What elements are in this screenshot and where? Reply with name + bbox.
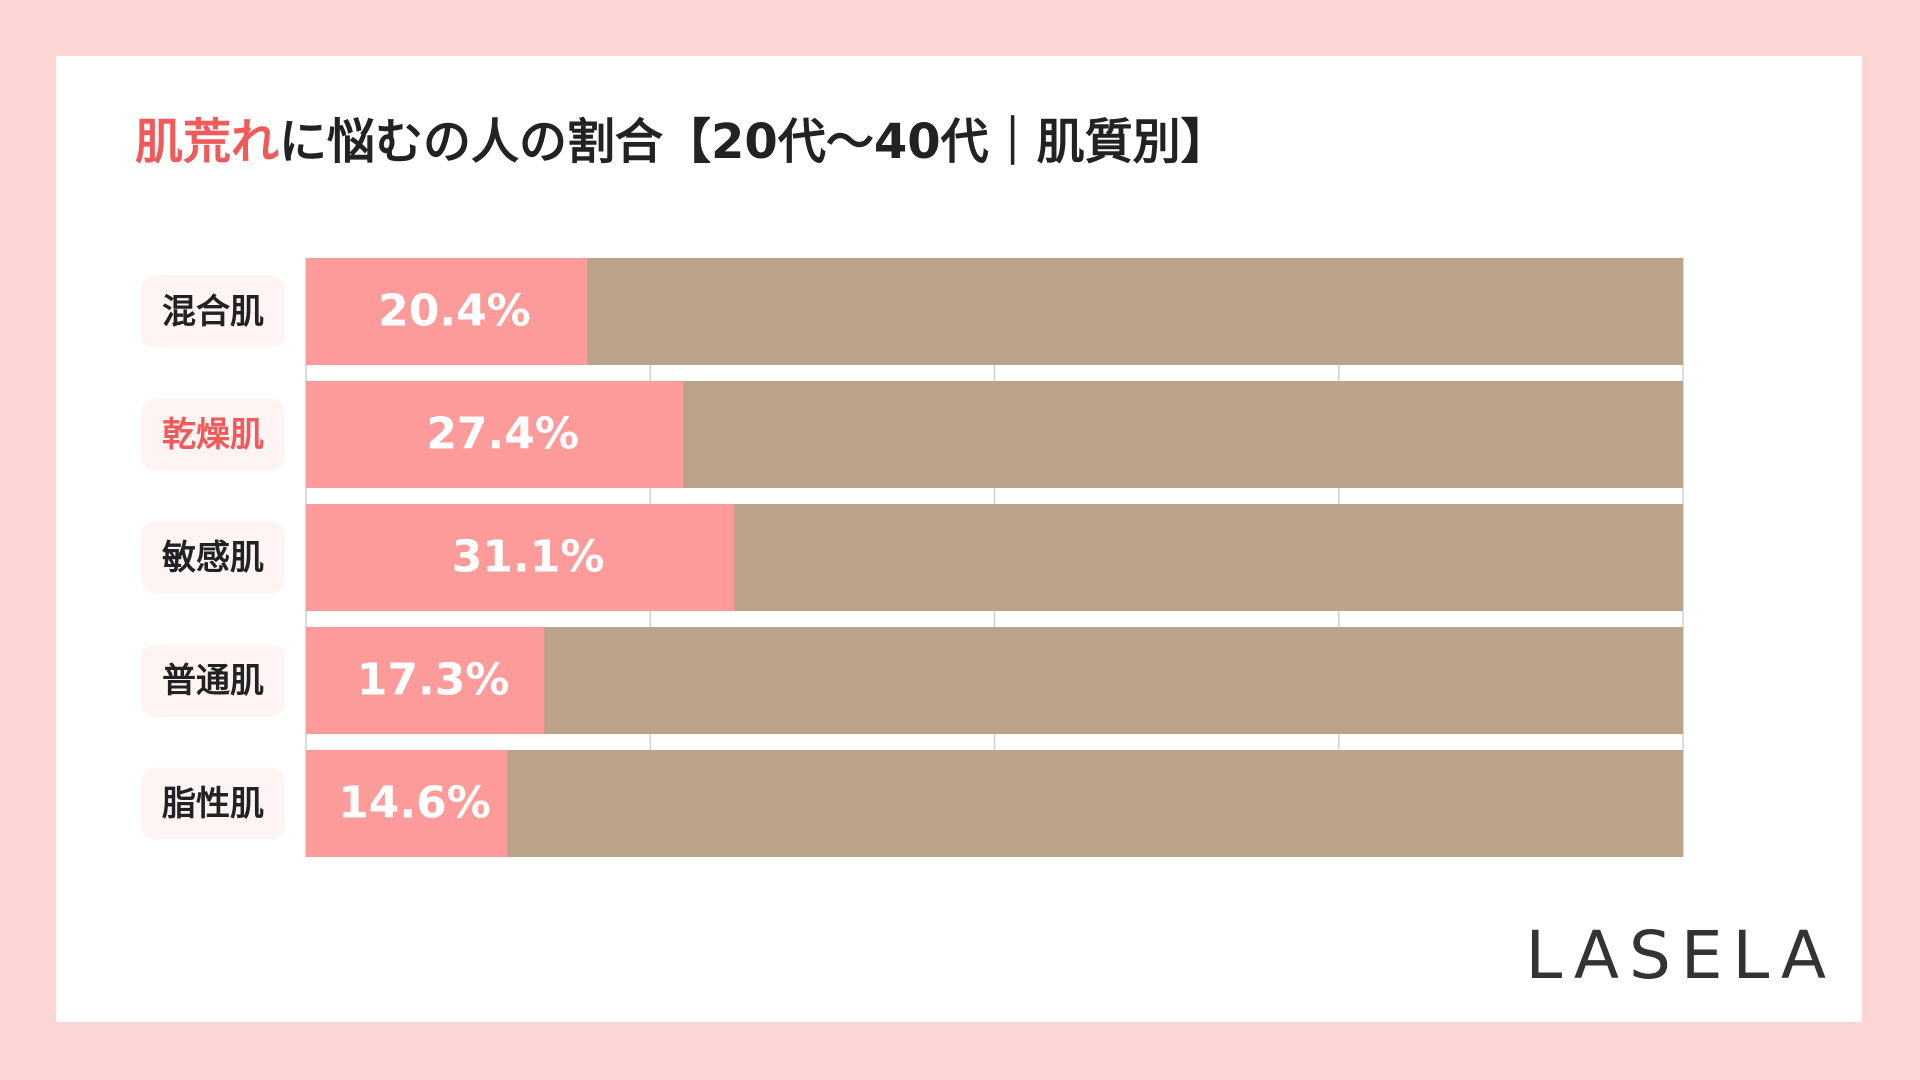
category-label-box (141, 275, 285, 348)
category-label-box (141, 521, 285, 594)
brand-logo: LASELA (1526, 917, 1836, 994)
bar (306, 381, 684, 488)
title-highlight: 肌荒れ (135, 114, 279, 170)
value-label: 20.4% (378, 286, 531, 337)
category-label-box (141, 644, 285, 717)
bar-track (544, 627, 1684, 734)
chart-title: 肌荒れに悩むの人の割合【20代〜40代｜肌質別】 (135, 114, 1229, 170)
category-label-box (141, 767, 285, 840)
y-tick-label: 混合肌 (162, 292, 264, 332)
value-label: 17.3% (357, 655, 510, 706)
category-label-box (141, 398, 285, 471)
title-text: に悩むの人の割合【20代〜40代｜肌質別】 (279, 114, 1229, 170)
value-label: 14.6% (338, 778, 491, 829)
value-label: 27.4% (426, 409, 579, 460)
bar (306, 750, 508, 857)
bar (306, 627, 545, 734)
bar-track (734, 504, 1683, 611)
bar (306, 258, 587, 365)
y-tick-label: 乾燥肌 (162, 415, 264, 455)
y-tick-label: 普通肌 (162, 661, 264, 701)
y-tick-label: 脂性肌 (162, 784, 264, 824)
y-tick-label: 敏感肌 (162, 538, 264, 578)
bar (306, 504, 735, 611)
bar-track (683, 381, 1683, 488)
value-label: 31.1% (452, 532, 605, 583)
bar-track (507, 750, 1683, 857)
bar-track (586, 258, 1684, 365)
